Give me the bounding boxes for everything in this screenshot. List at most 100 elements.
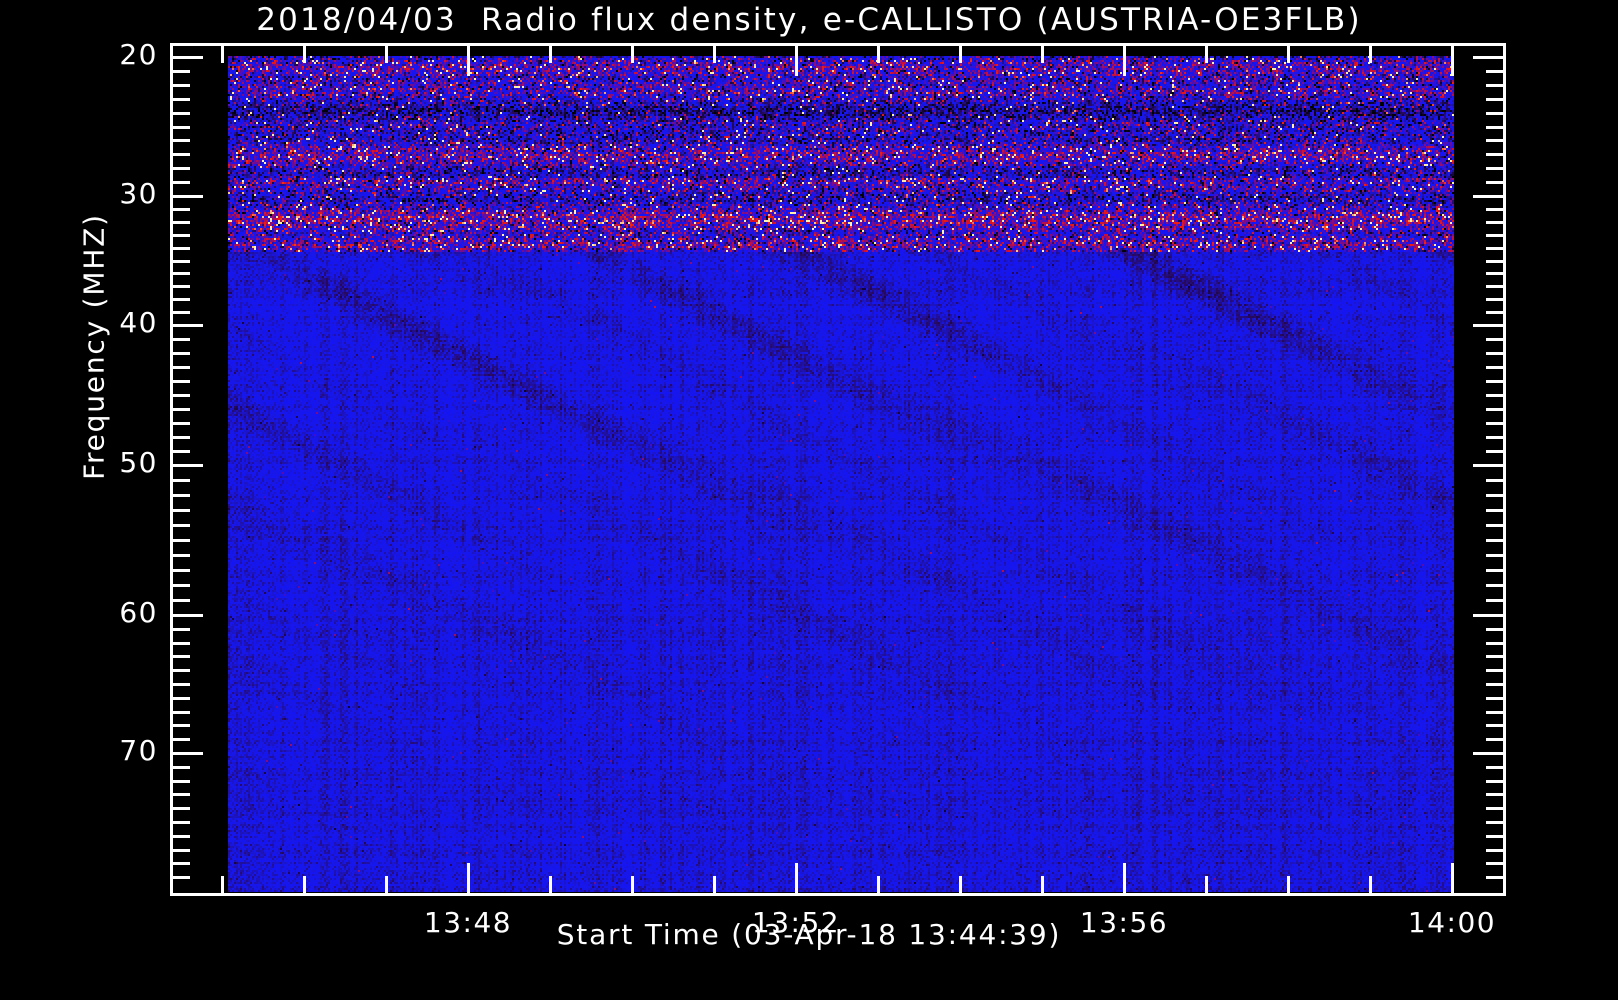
y-axis-minor-tick-right	[1486, 366, 1503, 369]
y-axis-minor-tick-right	[1486, 220, 1503, 224]
y-axis-minor-tick	[173, 569, 190, 572]
y-axis-minor-tick-right	[1486, 259, 1503, 263]
y-axis-minor-tick	[173, 207, 190, 211]
y-axis-minor-tick-right	[1486, 352, 1503, 355]
x-axis-major-tick	[1451, 863, 1454, 893]
y-axis-minor-tick	[173, 738, 190, 742]
y-axis-minor-tick-right	[1486, 848, 1503, 852]
x-axis-tick-label: 13:52	[751, 906, 841, 939]
y-axis-tick-label: 50	[119, 446, 158, 479]
y-axis-minor-tick	[173, 83, 190, 87]
y-axis-minor-tick-right	[1486, 876, 1503, 880]
y-axis-minor-tick	[173, 69, 190, 73]
y-axis-minor-tick-right	[1486, 509, 1503, 512]
y-axis-minor-tick	[173, 669, 190, 673]
x-axis-minor-tick-top	[959, 46, 962, 63]
y-axis-major-tick-right	[1473, 324, 1503, 327]
y-axis-minor-tick	[173, 862, 190, 866]
y-axis-minor-tick	[173, 765, 190, 769]
y-axis-minor-tick	[173, 524, 190, 527]
y-axis-minor-tick	[173, 285, 190, 289]
y-axis-minor-tick-right	[1486, 807, 1503, 811]
y-axis-minor-tick	[173, 539, 190, 542]
y-axis-minor-tick	[173, 683, 190, 686]
axis-frame-left	[170, 43, 173, 893]
y-axis-minor-tick-right	[1486, 69, 1503, 73]
y-axis-minor-tick	[173, 779, 190, 783]
y-axis-minor-tick-right	[1486, 272, 1503, 276]
y-axis-major-tick	[173, 614, 203, 617]
y-axis-minor-tick	[173, 834, 190, 838]
y-axis-minor-tick	[173, 298, 190, 302]
x-axis-minor-tick	[1287, 876, 1290, 893]
y-axis-major-tick	[173, 324, 203, 327]
x-axis-minor-tick-top	[1369, 46, 1372, 63]
y-axis-minor-tick	[173, 848, 190, 852]
x-axis-major-tick-top	[1451, 46, 1454, 76]
x-axis-minor-tick	[549, 876, 552, 893]
y-axis-minor-tick-right	[1486, 298, 1503, 302]
y-axis-minor-tick-right	[1486, 862, 1503, 866]
y-axis-minor-tick-right	[1486, 669, 1503, 673]
y-axis-minor-tick-right	[1486, 569, 1503, 572]
y-axis-minor-tick-right	[1486, 554, 1503, 557]
y-axis-minor-tick-right	[1486, 584, 1503, 587]
y-axis-minor-tick	[173, 153, 190, 157]
y-axis-minor-tick-right	[1486, 539, 1503, 542]
x-axis-major-tick-top	[1123, 46, 1126, 76]
x-axis-minor-tick-top	[1041, 46, 1044, 63]
y-axis-minor-tick-right	[1486, 285, 1503, 289]
y-axis-major-tick-right	[1473, 195, 1503, 198]
y-axis-minor-tick	[173, 724, 190, 728]
y-axis-minor-tick	[173, 554, 190, 557]
y-axis-minor-tick-right	[1486, 408, 1503, 411]
x-axis-minor-tick-top	[385, 46, 388, 63]
x-axis-minor-tick	[631, 876, 634, 893]
page-title: 2018/04/03 Radio flux density, e-CALLIST…	[256, 2, 1362, 38]
x-axis-minor-tick	[1205, 876, 1208, 893]
x-axis-tick-label: 13:56	[1079, 906, 1169, 939]
y-axis-minor-tick	[173, 311, 190, 315]
x-axis-minor-tick-top	[221, 46, 224, 63]
y-axis-minor-tick-right	[1486, 181, 1503, 185]
x-axis-major-tick	[795, 863, 798, 893]
y-axis-minor-tick-right	[1486, 97, 1503, 101]
y-axis-minor-tick-right	[1486, 710, 1503, 714]
axis-frame-top	[170, 43, 1506, 46]
y-axis-minor-tick-right	[1486, 479, 1503, 482]
y-axis-minor-tick	[173, 479, 190, 482]
y-axis-minor-tick	[173, 494, 190, 497]
y-axis-minor-tick	[173, 641, 190, 645]
x-axis-minor-tick	[1041, 876, 1044, 893]
y-axis-minor-tick-right	[1486, 834, 1503, 838]
y-axis-major-tick	[173, 464, 203, 467]
y-axis-minor-tick-right	[1486, 83, 1503, 87]
y-axis-minor-tick	[173, 125, 190, 129]
y-axis-minor-tick	[173, 509, 190, 512]
y-axis-major-tick	[173, 56, 203, 59]
y-axis-minor-tick-right	[1486, 696, 1503, 700]
x-axis-major-tick	[467, 863, 470, 893]
y-axis-minor-tick-right	[1486, 655, 1503, 659]
x-axis-title: Start Time (03-Apr-18 13:44:39)	[556, 918, 1062, 951]
y-axis-minor-tick-right	[1486, 738, 1503, 742]
y-axis-title: Frequency (MHZ)	[77, 213, 111, 480]
y-axis-minor-tick-right	[1486, 821, 1503, 824]
y-axis-minor-tick	[173, 167, 190, 171]
x-axis-minor-tick-top	[631, 46, 634, 63]
x-axis-minor-tick	[877, 876, 880, 893]
y-axis-minor-tick-right	[1486, 153, 1503, 157]
y-axis-minor-tick	[173, 422, 190, 425]
y-axis-minor-tick-right	[1486, 494, 1503, 497]
y-axis-minor-tick-right	[1486, 793, 1503, 797]
y-axis-minor-tick-right	[1486, 450, 1503, 453]
y-axis-minor-tick	[173, 220, 190, 224]
axis-frame-right	[1503, 43, 1506, 893]
y-axis-major-tick-right	[1473, 614, 1503, 617]
y-axis-minor-tick-right	[1486, 627, 1503, 631]
y-axis-minor-tick	[173, 627, 190, 631]
y-axis-minor-tick	[173, 655, 190, 659]
y-axis-minor-tick	[173, 111, 190, 115]
y-axis-minor-tick-right	[1486, 765, 1503, 769]
